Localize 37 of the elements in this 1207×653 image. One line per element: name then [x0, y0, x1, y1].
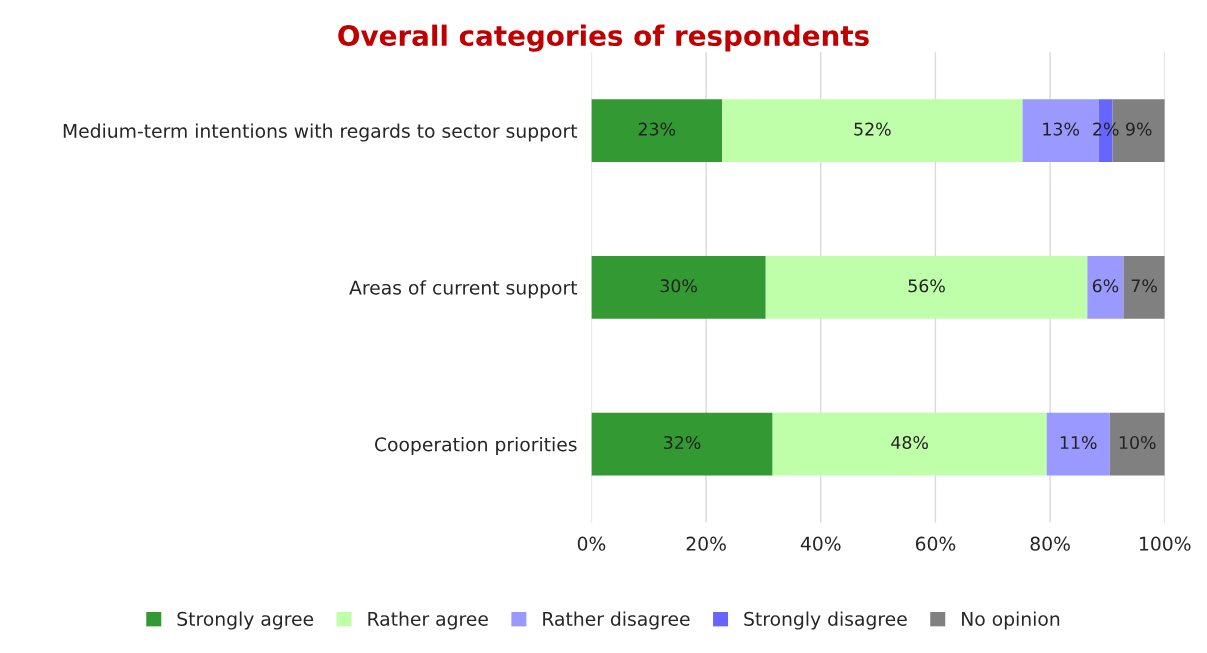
data-label: 13%	[1043, 122, 1080, 136]
bar	[591, 412, 773, 476]
y-tick-label: Areas of current support	[349, 280, 578, 299]
bar	[591, 255, 766, 319]
y-tick-label: Medium-term intentions with regards to sector support	[63, 123, 578, 142]
bar	[1123, 255, 1165, 319]
data-label: 48%	[891, 435, 928, 450]
chart-title: Overall categories of respondents	[338, 24, 869, 52]
data-label: 56%	[908, 279, 945, 293]
legend-label: Strongly agree	[177, 611, 314, 630]
x-tick-label: 100%	[1140, 536, 1191, 551]
x-tick-label: 40%	[800, 536, 841, 551]
y-tick-label: Cooperation priorities	[374, 436, 577, 456]
bar	[1046, 412, 1110, 476]
data-label: 9%	[1125, 122, 1152, 136]
data-label: 10%	[1119, 435, 1156, 450]
data-label: 52%	[854, 122, 891, 136]
legend-label: No opinion	[962, 611, 1060, 630]
data-label: 7%	[1131, 279, 1157, 293]
data-label: 11%	[1060, 435, 1097, 450]
data-label: 30%	[660, 279, 697, 293]
x-tick-label: 0%	[577, 536, 606, 551]
bar	[1087, 255, 1124, 319]
bar	[722, 99, 1023, 162]
data-label: 6%	[1092, 279, 1119, 293]
legend-label: Strongly disagree	[744, 611, 907, 630]
x-tick-label: 20%	[686, 536, 726, 551]
legend-label: Rather disagree	[543, 611, 690, 630]
bar	[1109, 412, 1165, 476]
data-label: 32%	[664, 435, 701, 450]
bar	[591, 99, 723, 162]
x-tick-label: 60%	[915, 536, 956, 551]
x-tick-label: 80%	[1030, 536, 1070, 551]
bar	[765, 255, 1088, 319]
data-label: 23%	[638, 122, 676, 136]
bar	[772, 412, 1047, 476]
legend-label: Rather agree	[368, 611, 488, 630]
